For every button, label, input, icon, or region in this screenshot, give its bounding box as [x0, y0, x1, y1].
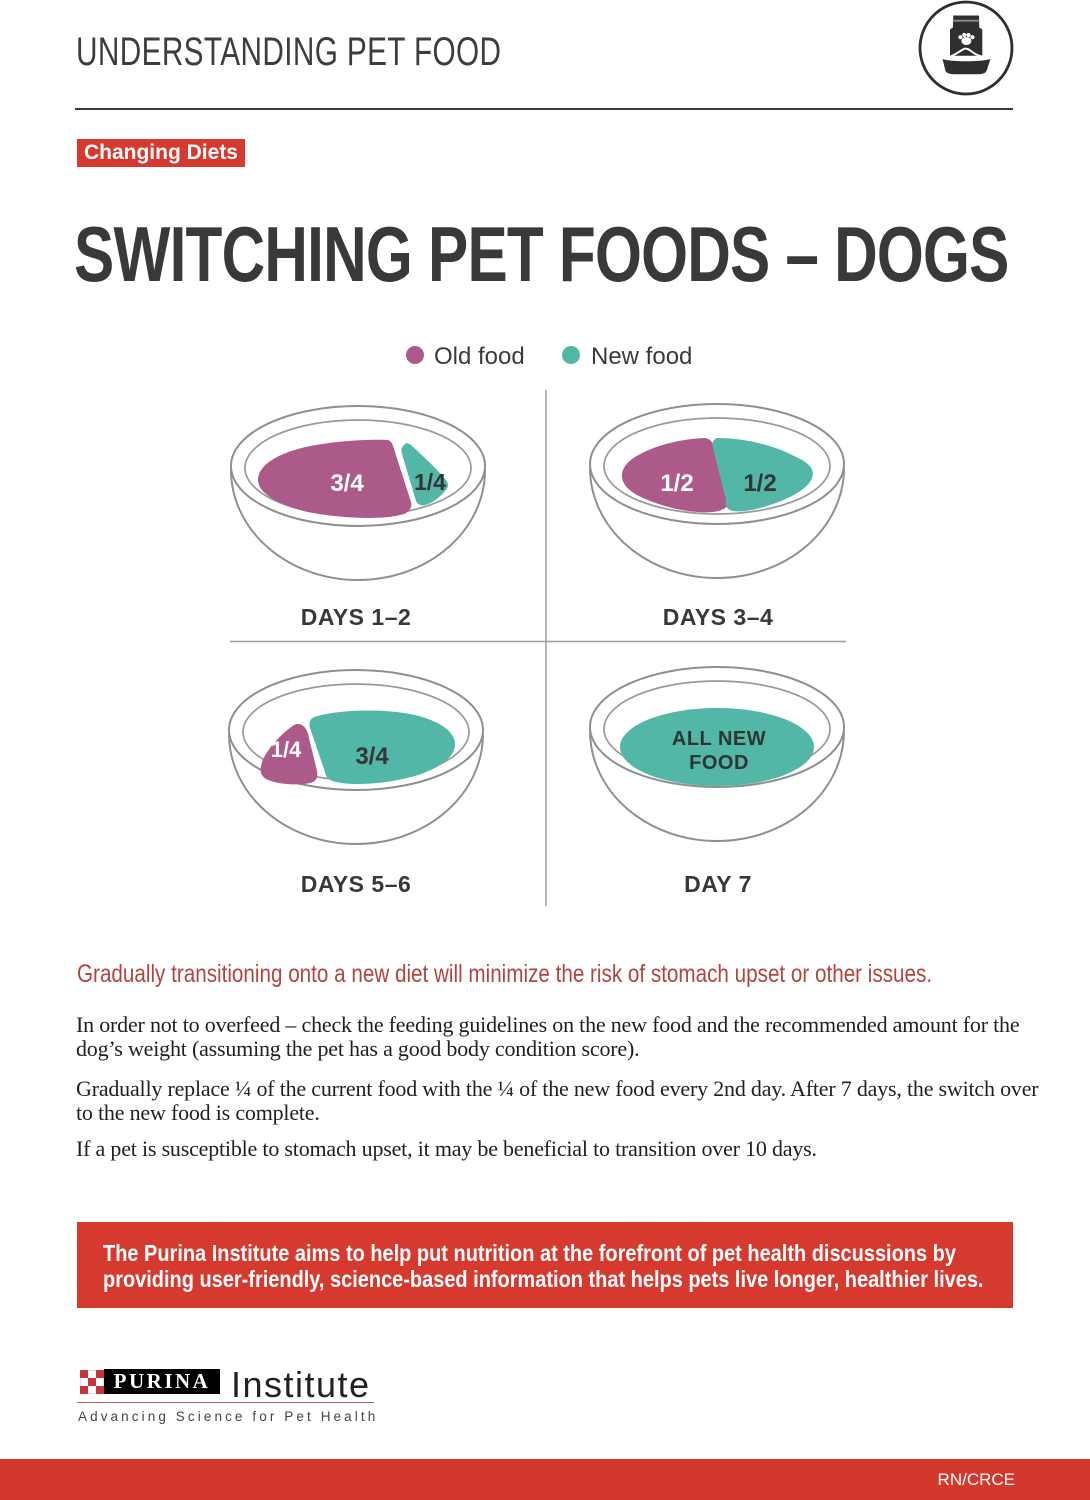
- svg-text:1/2: 1/2: [660, 470, 693, 497]
- svg-text:FOOD: FOOD: [689, 752, 749, 774]
- svg-text:3/4: 3/4: [355, 743, 389, 770]
- svg-text:1/2: 1/2: [743, 470, 776, 497]
- svg-text:ALL NEW: ALL NEW: [672, 728, 766, 750]
- svg-text:3/4: 3/4: [330, 470, 364, 497]
- svg-text:1/4: 1/4: [414, 469, 446, 495]
- svg-text:1/4: 1/4: [271, 737, 302, 762]
